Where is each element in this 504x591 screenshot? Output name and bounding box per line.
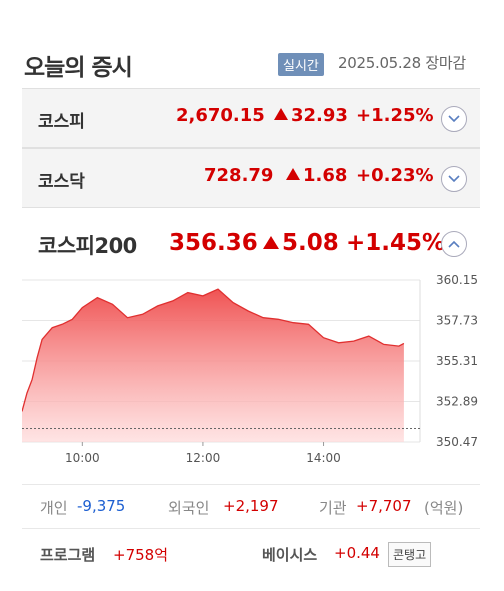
program-label: 프로그램 — [40, 546, 96, 564]
index-percent: +1.25% — [356, 105, 434, 126]
index-percent: +1.45% — [346, 230, 446, 256]
index-name: 코스닥 — [38, 172, 85, 192]
price-line — [22, 288, 405, 412]
program-basis: 프로그램 +758억 베이시스 +0.44 콘탱고 — [22, 540, 480, 570]
index-value: 356.36 — [169, 230, 258, 256]
date-status: 2025.05.28 장마감 — [338, 54, 466, 72]
chevron-up-icon — [448, 240, 460, 248]
individual-label: 개인 — [40, 499, 68, 517]
index-row-kospi200[interactable]: 코스피200 356.36 5.08 +1.45% — [22, 212, 480, 272]
y-tick-label: 352.89 — [436, 395, 478, 409]
basis-value: +0.44 — [334, 544, 380, 562]
chevron-down-icon — [448, 175, 460, 183]
index-value: 728.79 — [204, 165, 274, 186]
index-row-kospi[interactable]: 코스피 2,670.15 32.93 +1.25% — [22, 88, 480, 148]
intraday-chart: 360.15 357.73 355.31 352.89 350.47 10:00 12:0… — [22, 273, 478, 465]
price-area — [22, 289, 404, 442]
x-tick-label: 12:00 — [186, 451, 221, 465]
institution-label: 기관 — [319, 499, 347, 517]
up-arrow-icon — [286, 168, 300, 180]
x-tick-label: 14:00 — [306, 451, 341, 465]
foreign-value: +2,197 — [223, 497, 279, 515]
expand-button[interactable] — [441, 166, 467, 192]
collapse-button[interactable] — [441, 231, 467, 257]
individual-value: -9,375 — [77, 497, 126, 515]
y-tick-label: 360.15 — [436, 273, 478, 287]
y-tick-label: 357.73 — [436, 314, 478, 328]
contango-badge: 콘탱고 — [388, 542, 432, 567]
expand-button[interactable] — [441, 106, 467, 132]
x-tick-label: 10:00 — [65, 451, 100, 465]
realtime-badge: 실시간 — [278, 53, 324, 76]
unit-label: (억원) — [424, 499, 464, 517]
index-name: 코스피200 — [38, 234, 137, 258]
foreign-label: 외국인 — [168, 499, 210, 517]
y-tick-label: 355.31 — [436, 354, 478, 368]
investor-summary: 개인 -9,375 외국인 +2,197 기관 +7,707 (억원) — [22, 484, 480, 529]
basis-label: 베이시스 — [262, 546, 318, 564]
chevron-down-icon — [448, 115, 460, 123]
program-value: +758억 — [113, 546, 168, 564]
index-change: 1.68 — [286, 165, 347, 186]
institution-value: +7,707 — [356, 497, 412, 515]
index-value: 2,670.15 — [176, 105, 265, 126]
y-tick-label: 350.47 — [436, 435, 478, 449]
index-change: 32.93 — [274, 105, 348, 126]
market-header: 오늘의 증시 실시간 2025.05.28 장마감 — [22, 44, 482, 84]
index-percent: +0.23% — [356, 165, 434, 186]
index-row-kosdaq[interactable]: 코스닥 728.79 1.68 +0.23% — [22, 148, 480, 208]
page-title: 오늘의 증시 — [24, 55, 133, 81]
up-arrow-icon — [263, 236, 279, 249]
up-arrow-icon — [274, 108, 288, 120]
index-name: 코스피 — [38, 112, 85, 132]
index-change: 5.08 — [263, 230, 339, 256]
